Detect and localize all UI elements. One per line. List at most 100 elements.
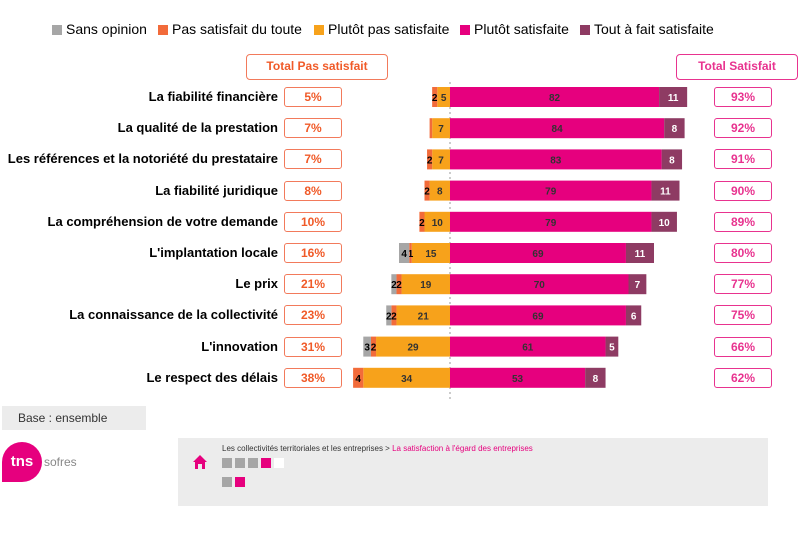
bar-segment xyxy=(585,367,606,388)
total-satisfait-value: 66% xyxy=(714,336,772,357)
bar-value-label: 34 xyxy=(401,374,413,385)
nav-square-active[interactable] xyxy=(261,458,271,468)
bar-segment xyxy=(450,336,606,357)
bar-segment xyxy=(450,305,626,326)
bar-segment xyxy=(651,180,680,201)
bar-segment xyxy=(450,149,662,170)
bar-segment xyxy=(427,149,433,170)
legend-swatch xyxy=(460,25,470,35)
base-note: Base : ensemble xyxy=(2,406,146,430)
bar-value-label: 2 xyxy=(427,155,433,166)
bar-value-label: 69 xyxy=(532,249,544,260)
category-label: Le prix xyxy=(235,276,278,292)
category-label: La connaissance de la collectivité xyxy=(69,307,278,323)
bar-value-label: 5 xyxy=(441,93,447,104)
bar-segment xyxy=(450,180,652,201)
category-label: La fiabilité financière xyxy=(148,89,278,104)
bar-segment xyxy=(432,118,450,139)
nav-square-3[interactable] xyxy=(248,458,258,468)
bar-segment xyxy=(450,118,665,139)
total-pas-satisfait-value: 7% xyxy=(284,149,342,170)
bar-value-label: 8 xyxy=(593,374,599,385)
legend-item: Tout à fait satisfaite xyxy=(580,18,714,40)
total-satisfait-value: 91% xyxy=(714,149,772,170)
breadcrumb-current: La satisfaction à l'égard des entreprise… xyxy=(392,444,533,453)
bar-segment xyxy=(401,274,450,295)
bar-value-label: 79 xyxy=(545,187,557,198)
bar-segment xyxy=(437,87,450,107)
bar-value-label: 10 xyxy=(432,218,444,229)
total-pas-satisfait-value: 7% xyxy=(284,118,342,139)
bar-value-label: 19 xyxy=(420,280,432,291)
bar-segment xyxy=(651,211,677,232)
home-icon[interactable] xyxy=(192,454,208,470)
legend-label: Pas satisfait du toute xyxy=(172,21,302,37)
legend-swatch xyxy=(580,25,590,35)
legend-swatch xyxy=(52,25,62,35)
bar-value-label: 2 xyxy=(396,280,402,291)
bar-segment xyxy=(664,118,685,139)
bar-value-label: 2 xyxy=(424,187,430,198)
bar-segment xyxy=(396,305,450,326)
bar-segment xyxy=(424,180,430,201)
bar-segment xyxy=(628,274,647,295)
bar-segment xyxy=(432,149,450,170)
bar-value-label: 11 xyxy=(660,187,671,198)
bar-segment xyxy=(391,305,397,326)
nav-square-7[interactable] xyxy=(235,477,245,487)
legend-swatch xyxy=(314,25,324,35)
total-pas-satisfait-value: 23% xyxy=(284,305,342,326)
bar-segment xyxy=(386,305,392,326)
bar-value-label: 2 xyxy=(391,311,397,322)
bar-value-label: 6 xyxy=(631,311,637,322)
bar-value-label: 29 xyxy=(407,343,419,354)
bar-value-label: 70 xyxy=(534,280,546,291)
bar-segment xyxy=(450,274,629,295)
bar-segment xyxy=(419,211,425,232)
bar-value-label: 7 xyxy=(635,280,641,291)
footer-breadcrumb: Les collectivités territoriales et les e… xyxy=(222,444,533,453)
bar-segment xyxy=(376,336,450,357)
total-pas-satisfait-value: 38% xyxy=(284,367,342,388)
category-label: La qualité de la prestation xyxy=(117,120,278,136)
total-satisfait-value: 92% xyxy=(714,118,772,139)
bar-segment xyxy=(450,367,586,388)
bar-segment xyxy=(625,243,654,263)
bar-segment xyxy=(396,274,402,295)
nav-square-1[interactable] xyxy=(222,458,232,468)
legend-swatch xyxy=(158,25,168,35)
total-satisfait-value: 80% xyxy=(714,243,772,263)
bar-segment xyxy=(424,211,450,232)
bar-segment xyxy=(370,336,377,357)
total-satisfait-value: 90% xyxy=(714,180,772,201)
bar-segment xyxy=(409,243,412,263)
bar-segment xyxy=(661,149,683,170)
legend-label: Sans opinion xyxy=(66,21,147,37)
bar-value-label: 84 xyxy=(552,124,564,135)
bar-value-label: 2 xyxy=(371,343,377,354)
legend-item: Plutôt pas satisfaite xyxy=(314,18,449,40)
bar-value-label: 8 xyxy=(672,124,678,135)
bar-value-label: 2 xyxy=(386,311,392,322)
nav-square-6[interactable] xyxy=(222,477,232,487)
nav-square-5[interactable] xyxy=(274,458,284,468)
legend-label: Plutôt pas satisfaite xyxy=(328,21,450,37)
bar-value-label: 61 xyxy=(522,343,534,354)
logo-text: sofres xyxy=(44,455,77,469)
nav-square-2[interactable] xyxy=(235,458,245,468)
bar-segment xyxy=(411,243,450,263)
legend-label: Plutôt satisfaite xyxy=(474,21,569,37)
bar-value-label: 83 xyxy=(550,155,562,166)
tns-logo: tns xyxy=(2,442,42,482)
bar-segment xyxy=(605,336,619,357)
bar-value-label: 5 xyxy=(609,343,615,354)
bar-segment xyxy=(429,118,433,139)
breadcrumb-section[interactable]: Les collectivités territoriales et les e… xyxy=(222,444,383,453)
legend-item: Pas satisfait du toute xyxy=(158,18,302,40)
bar-segment xyxy=(363,367,450,388)
bar-value-label: 69 xyxy=(532,311,544,322)
breadcrumb-separator: > xyxy=(382,444,393,453)
total-pas-satisfait-value: 31% xyxy=(284,336,342,357)
total-satisfait-value: 75% xyxy=(714,305,772,326)
